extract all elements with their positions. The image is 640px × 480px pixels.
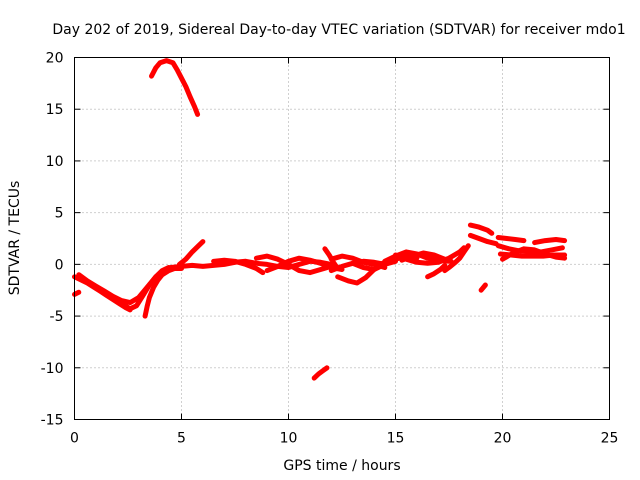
data-series-arc-30: [72, 289, 82, 297]
plot-frame: [74, 57, 610, 420]
data-series-arc-20: [425, 262, 448, 280]
x-tick-labels: 0 5 10 15 20 25: [70, 431, 618, 447]
x-tick-label: 15: [387, 431, 405, 447]
data-series-arc-21: [442, 243, 471, 274]
grid: [74, 57, 610, 420]
y-tick-label: 15: [46, 102, 64, 118]
data-series-arc-3: [104, 265, 172, 312]
data-series-arc-28: [500, 246, 568, 262]
chart-title: Day 202 of 2019, Sidereal Day-to-day VTE…: [52, 22, 625, 38]
data-series-arc-8: [211, 257, 266, 276]
y-axis-label: SDTVAR / TECUs: [7, 181, 23, 296]
x-tick-label: 5: [177, 431, 186, 447]
data-series-arc-9: [253, 253, 334, 276]
y-tick-labels: -15 -10 -5 0 5 10 15 20: [41, 51, 64, 429]
data-series-arc-4: [142, 265, 180, 319]
y-tick-label: 10: [46, 154, 64, 170]
y-tick-label: 0: [55, 257, 64, 273]
y-tick-label: -10: [41, 361, 64, 377]
ticks: [74, 57, 610, 420]
series-group: [72, 58, 568, 381]
y-tick-label: -5: [50, 309, 64, 325]
y-tick-label: 20: [46, 51, 64, 67]
data-series-arc-5: [149, 58, 201, 117]
data-series-arc-24: [478, 282, 488, 293]
data-series-arc-7: [168, 258, 334, 270]
data-series-arc-10: [264, 255, 345, 274]
x-axis-label: GPS time / hours: [283, 458, 400, 474]
data-series-arc-23: [467, 222, 495, 236]
data-series-arc-29: [532, 237, 568, 246]
x-tick-label: 10: [280, 431, 298, 447]
y-tick-label: 5: [55, 206, 64, 222]
x-tick-label: 0: [70, 431, 79, 447]
y-tick-label: -15: [41, 413, 64, 429]
data-series-arc-22: [467, 232, 499, 247]
data-series-arc-25: [495, 235, 527, 244]
data-series-arc-19: [399, 250, 454, 264]
x-tick-label: 20: [494, 431, 512, 447]
data-series-arc-6: [176, 239, 206, 267]
data-series-arc-11: [311, 365, 330, 381]
x-tick-label: 25: [601, 431, 619, 447]
